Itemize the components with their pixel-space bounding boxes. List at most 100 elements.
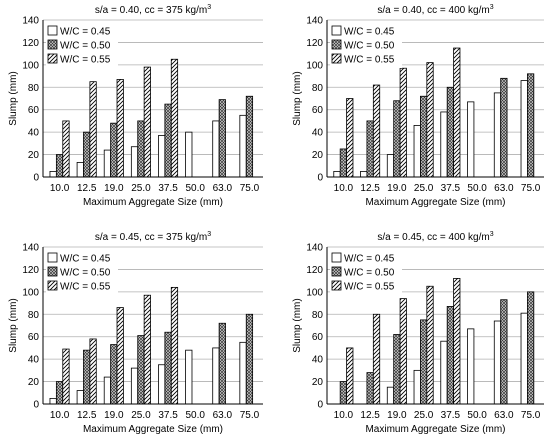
y-tick-label: 100	[22, 60, 39, 71]
x-tick-label: 19.0	[387, 410, 407, 421]
legend-label: W/C = 0.50	[60, 268, 111, 279]
bar-diagonal	[62, 348, 70, 405]
legend-box	[46, 24, 118, 68]
y-tick-label: 40	[312, 355, 324, 366]
y-tick-label: 40	[28, 128, 40, 139]
bar-crosshatch	[446, 306, 454, 405]
legend-label: W/C = 0.55	[344, 282, 395, 293]
bar-white	[413, 369, 421, 405]
x-tick-label: 37.5	[158, 410, 178, 421]
x-tick-label: 50.0	[185, 410, 205, 421]
bar-crosshatch	[245, 313, 254, 405]
x-tick-label: 19.0	[387, 183, 407, 194]
bar-crosshatch	[218, 99, 226, 178]
bar-white	[49, 397, 57, 405]
y-tick-label: 100	[22, 287, 39, 298]
bar-diagonal	[399, 67, 407, 178]
x-tick-label: 75.0	[521, 183, 541, 194]
chart-title: s/a = 0.45, cc = 400 kg/m3	[377, 231, 493, 243]
x-tick-label: 19.0	[104, 410, 124, 421]
bar-diagonal	[372, 313, 381, 405]
bar-white	[467, 328, 475, 405]
legend-label: W/C = 0.55	[60, 55, 111, 66]
x-tick-label: 25.0	[414, 183, 434, 194]
x-tick-label: 75.0	[521, 410, 541, 421]
x-tick-label: 50.0	[467, 183, 487, 194]
bar-white	[49, 170, 57, 178]
y-tick-label: 120	[306, 265, 323, 276]
x-tick-label: 25.0	[131, 183, 151, 194]
x-tick-label: 19.0	[104, 183, 124, 194]
bar-crosshatch	[110, 122, 118, 178]
bar-diagonal	[426, 285, 434, 405]
bar-crosshatch	[245, 95, 254, 178]
legend-label: W/C = 0.45	[344, 27, 395, 38]
bar-crosshatch	[55, 154, 64, 178]
y-tick-label: 80	[312, 310, 324, 321]
bar-crosshatch	[218, 322, 226, 405]
chart-title-superscript: 3	[490, 231, 494, 238]
bar-crosshatch	[420, 95, 428, 178]
chart-title: s/a = 0.45, cc = 375 kg/m3	[95, 231, 211, 243]
x-tick-label: 63.0	[213, 410, 233, 421]
x-tick-label: 12.5	[77, 410, 97, 421]
chart-title: s/a = 0.40, cc = 375 kg/m3	[95, 4, 211, 16]
bar-diagonal	[453, 47, 461, 178]
bar-crosshatch	[55, 381, 64, 405]
y-tick-label: 20	[312, 377, 324, 388]
chart-title-text: s/a = 0.40, cc = 375 kg/m	[95, 5, 207, 16]
x-tick-label: 37.5	[441, 183, 461, 194]
legend-swatch-diagonal	[331, 280, 342, 291]
bar-white	[440, 111, 448, 178]
legend-box	[46, 251, 118, 295]
x-tick-label: 63.0	[494, 410, 514, 421]
y-tick-label: 60	[312, 332, 324, 343]
y-tick-label: 80	[28, 83, 40, 94]
bar-crosshatch	[500, 299, 508, 405]
x-axis-label: Maximum Aggregate Size (mm)	[365, 197, 505, 208]
bar-white	[185, 131, 193, 178]
bar-diagonal	[116, 307, 124, 405]
bar-white	[467, 101, 475, 178]
x-tick-label: 25.0	[131, 410, 151, 421]
x-tick-label: 75.0	[240, 183, 260, 194]
legend-swatch-crosshatch	[331, 266, 342, 277]
chart-panel-3: s/a = 0.45, cc = 375 kg/m3 0 20 40 60 80 100 12…	[8, 231, 263, 435]
legend-swatch-white	[47, 25, 58, 36]
y-tick-label: 20	[28, 377, 40, 388]
legend-label: W/C = 0.55	[344, 55, 395, 66]
bar-white	[440, 340, 448, 405]
y-tick-label: 40	[28, 355, 40, 366]
bar-white	[212, 120, 220, 178]
y-tick-label: 100	[306, 287, 323, 298]
y-tick-label: 140	[22, 243, 39, 254]
y-tick-label: 120	[22, 265, 39, 276]
bar-white	[103, 376, 112, 405]
y-tick-label: 140	[306, 243, 323, 254]
x-tick-label: 25.0	[414, 410, 434, 421]
bar-crosshatch	[339, 381, 347, 405]
bar-white	[130, 146, 139, 178]
bar-crosshatch	[446, 86, 454, 178]
bar-white	[76, 390, 84, 405]
y-axis-label: Slump (mm)	[292, 71, 303, 125]
bar-white	[520, 312, 528, 405]
bar-white	[103, 149, 112, 178]
y-tick-label: 40	[312, 128, 324, 139]
bar-diagonal	[116, 79, 124, 178]
bar-diagonal	[89, 81, 97, 178]
y-axis-label: Slump (mm)	[8, 298, 19, 352]
x-tick-label: 10.0	[50, 183, 70, 194]
legend-swatch-white	[331, 25, 342, 36]
bar-crosshatch	[366, 120, 374, 178]
bar-diagonal	[426, 62, 434, 178]
x-tick-label: 63.0	[213, 183, 233, 194]
bar-crosshatch	[527, 291, 535, 405]
y-tick-label: 20	[312, 150, 324, 161]
x-tick-label: 75.0	[240, 410, 260, 421]
chart-panel-1: s/a = 0.40, cc = 375 kg/m3 0 20 40 60 80 100 12…	[8, 4, 263, 208]
y-tick-label: 120	[22, 38, 39, 49]
bar-diagonal	[89, 338, 97, 405]
x-tick-label: 12.5	[360, 410, 380, 421]
